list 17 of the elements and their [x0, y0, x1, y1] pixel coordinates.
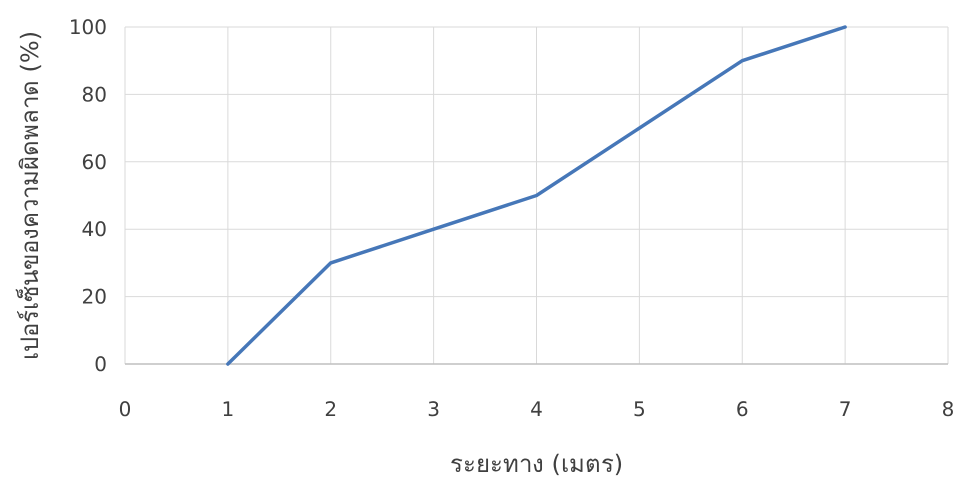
ytick: 100 — [68, 15, 107, 39]
xlabel: ระยะทาง (เมตร) — [450, 450, 624, 477]
ytick: 80 — [82, 82, 107, 106]
xtick: 0 — [118, 397, 132, 421]
ytick: 40 — [82, 217, 107, 242]
ytick: 20 — [82, 284, 107, 309]
xtick: 3 — [427, 397, 440, 421]
ytick: 60 — [82, 150, 107, 174]
xtick: 4 — [530, 397, 543, 421]
xtick: 8 — [942, 397, 954, 421]
ylabel: เปอร์เซ็นของความผิดพลาด (%) — [16, 30, 44, 360]
xtick: 1 — [222, 397, 234, 421]
xtick: 5 — [633, 397, 646, 421]
xtick: 6 — [736, 397, 749, 421]
xtick: 7 — [838, 397, 852, 421]
xtick: 2 — [324, 397, 338, 421]
ytick: 0 — [94, 352, 107, 376]
